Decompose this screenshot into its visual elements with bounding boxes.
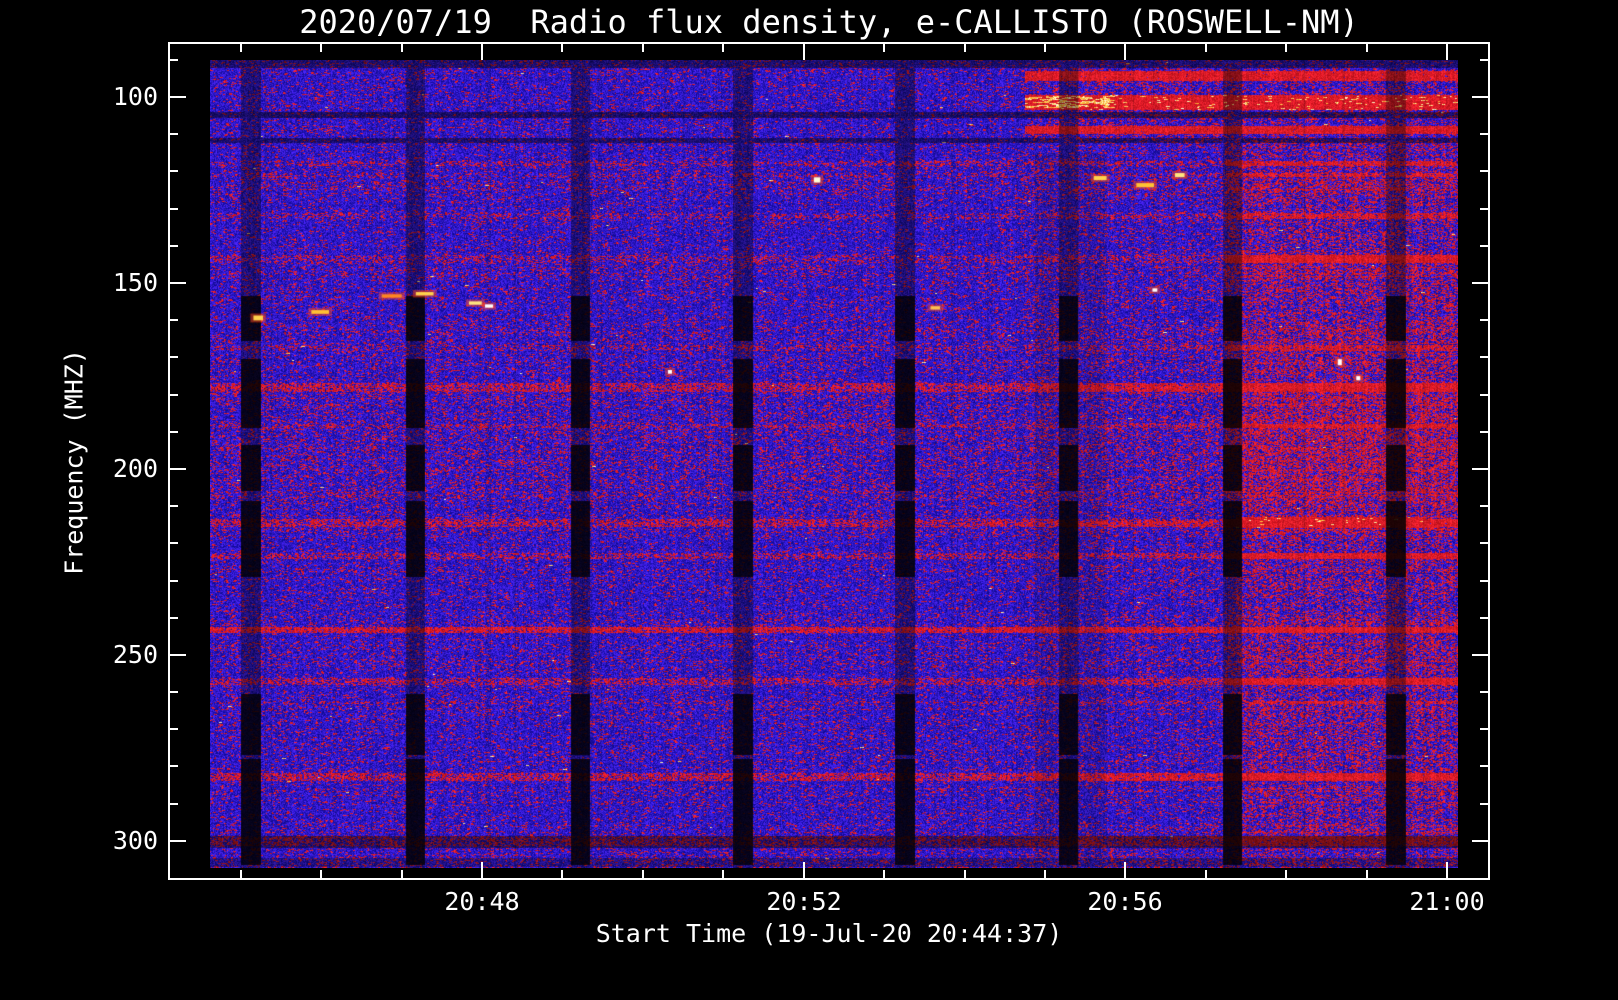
y-axis-minor-tick-right (1480, 505, 1488, 507)
y-axis-minor-tick (170, 133, 178, 135)
x-tick-label: 20:56 (1087, 887, 1163, 916)
y-axis-minor-tick-right (1480, 765, 1488, 767)
x-axis-minor-tick-top (1366, 44, 1368, 52)
x-axis-minor-tick (1366, 870, 1368, 878)
y-axis-minor-tick-right (1480, 356, 1488, 358)
y-axis-minor-tick-right (1480, 394, 1488, 396)
y-axis-minor-tick (170, 691, 178, 693)
y-axis-major-tick (170, 282, 186, 284)
y-axis-minor-tick (170, 431, 178, 433)
y-axis-major-tick-right (1472, 96, 1488, 98)
x-axis-minor-tick-top (883, 44, 885, 52)
y-axis-major-tick (170, 840, 186, 842)
x-axis-minor-tick (1044, 870, 1046, 878)
x-axis-minor-tick-top (1285, 44, 1287, 52)
x-axis-major-tick-top (1124, 44, 1126, 60)
x-axis-label: Start Time (19-Jul-20 20:44:37) (595, 919, 1063, 948)
x-axis-minor-tick (561, 870, 563, 878)
y-axis-minor-tick-right (1480, 245, 1488, 247)
x-axis-minor-tick (1205, 870, 1207, 878)
y-tick-label: 250 (112, 640, 158, 669)
x-axis-major-tick (481, 862, 483, 878)
x-axis-major-tick (1124, 862, 1126, 878)
x-axis-minor-tick (401, 870, 403, 878)
y-axis-minor-tick-right (1480, 59, 1488, 61)
x-axis-minor-tick (1285, 870, 1287, 878)
y-axis-minor-tick (170, 245, 178, 247)
y-axis-minor-tick (170, 208, 178, 210)
x-axis-minor-tick-top (722, 44, 724, 52)
y-axis-major-tick (170, 96, 186, 98)
x-tick-label: 20:48 (444, 887, 520, 916)
y-axis-minor-tick (170, 59, 178, 61)
y-axis-major-tick (170, 654, 186, 656)
y-axis-minor-tick (170, 170, 178, 172)
x-axis-minor-tick (642, 870, 644, 878)
y-tick-label: 100 (112, 82, 158, 111)
y-axis-major-tick-right (1472, 468, 1488, 470)
x-axis-minor-tick (964, 870, 966, 878)
y-axis-major-tick-right (1472, 840, 1488, 842)
x-axis-major-tick-top (481, 44, 483, 60)
y-axis-minor-tick (170, 319, 178, 321)
y-axis-minor-tick-right (1480, 431, 1488, 433)
x-axis-minor-tick-top (642, 44, 644, 52)
y-axis-minor-tick (170, 617, 178, 619)
y-axis-minor-tick-right (1480, 580, 1488, 582)
x-axis-major-tick-top (803, 44, 805, 60)
y-axis-minor-tick (170, 580, 178, 582)
y-axis-minor-tick-right (1480, 133, 1488, 135)
y-axis-minor-tick-right (1480, 208, 1488, 210)
y-axis-minor-tick (170, 356, 178, 358)
x-axis-minor-tick-top (964, 44, 966, 52)
y-axis-minor-tick-right (1480, 803, 1488, 805)
x-axis-minor-tick-top (240, 44, 242, 52)
y-axis-minor-tick-right (1480, 170, 1488, 172)
y-axis-minor-tick (170, 505, 178, 507)
y-axis-major-tick (170, 468, 186, 470)
y-axis-major-tick-right (1472, 282, 1488, 284)
x-axis-minor-tick (722, 870, 724, 878)
y-axis-minor-tick-right (1480, 542, 1488, 544)
x-tick-label: 20:52 (766, 887, 842, 916)
y-axis-minor-tick (170, 542, 178, 544)
x-axis-major-tick-top (1446, 44, 1448, 60)
x-axis-minor-tick-top (320, 44, 322, 52)
spectrogram-canvas (210, 60, 1458, 868)
x-axis-minor-tick-top (401, 44, 403, 52)
y-axis-major-tick-right (1472, 654, 1488, 656)
x-axis-major-tick (1446, 862, 1448, 878)
y-axis-minor-tick (170, 728, 178, 730)
y-axis-minor-tick-right (1480, 319, 1488, 321)
y-axis-minor-tick (170, 394, 178, 396)
x-axis-minor-tick (883, 870, 885, 878)
y-axis-minor-tick (170, 765, 178, 767)
y-axis-minor-tick (170, 803, 178, 805)
x-axis-minor-tick-top (1044, 44, 1046, 52)
plot-title: 2020/07/19 Radio flux density, e-CALLIST… (299, 3, 1359, 41)
y-axis-minor-tick-right (1480, 617, 1488, 619)
y-tick-label: 200 (112, 454, 158, 483)
x-axis-major-tick (803, 862, 805, 878)
x-axis-minor-tick (240, 870, 242, 878)
x-axis-minor-tick-top (561, 44, 563, 52)
plot-frame (168, 42, 1490, 880)
y-axis-label: Frequency (MHZ) (59, 349, 89, 575)
y-axis-minor-tick-right (1480, 691, 1488, 693)
y-tick-label: 150 (112, 268, 158, 297)
x-axis-minor-tick (320, 870, 322, 878)
y-axis-minor-tick-right (1480, 728, 1488, 730)
x-axis-minor-tick-top (1205, 44, 1207, 52)
y-tick-label: 300 (112, 826, 158, 855)
x-tick-label: 21:00 (1409, 887, 1485, 916)
